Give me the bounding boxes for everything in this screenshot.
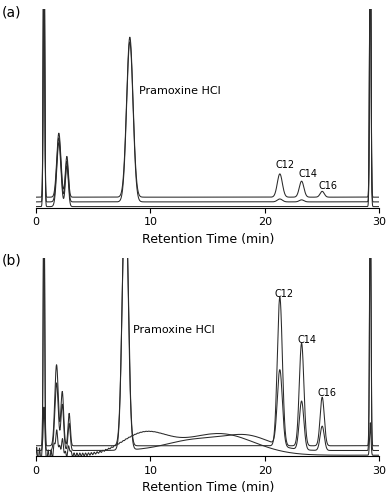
Text: C12: C12 (275, 160, 294, 170)
Text: Pramoxine HCl: Pramoxine HCl (133, 326, 215, 336)
X-axis label: Retention Time (min): Retention Time (min) (142, 482, 274, 494)
Text: C14: C14 (298, 170, 317, 179)
Text: (a): (a) (2, 5, 21, 19)
Text: (b): (b) (2, 254, 21, 268)
X-axis label: Retention Time (min): Retention Time (min) (142, 233, 274, 246)
Text: C12: C12 (274, 290, 293, 300)
Text: C16: C16 (319, 180, 338, 190)
Text: C14: C14 (297, 334, 316, 344)
Text: Pramoxine HCl: Pramoxine HCl (139, 86, 221, 96)
Text: C16: C16 (318, 388, 337, 398)
